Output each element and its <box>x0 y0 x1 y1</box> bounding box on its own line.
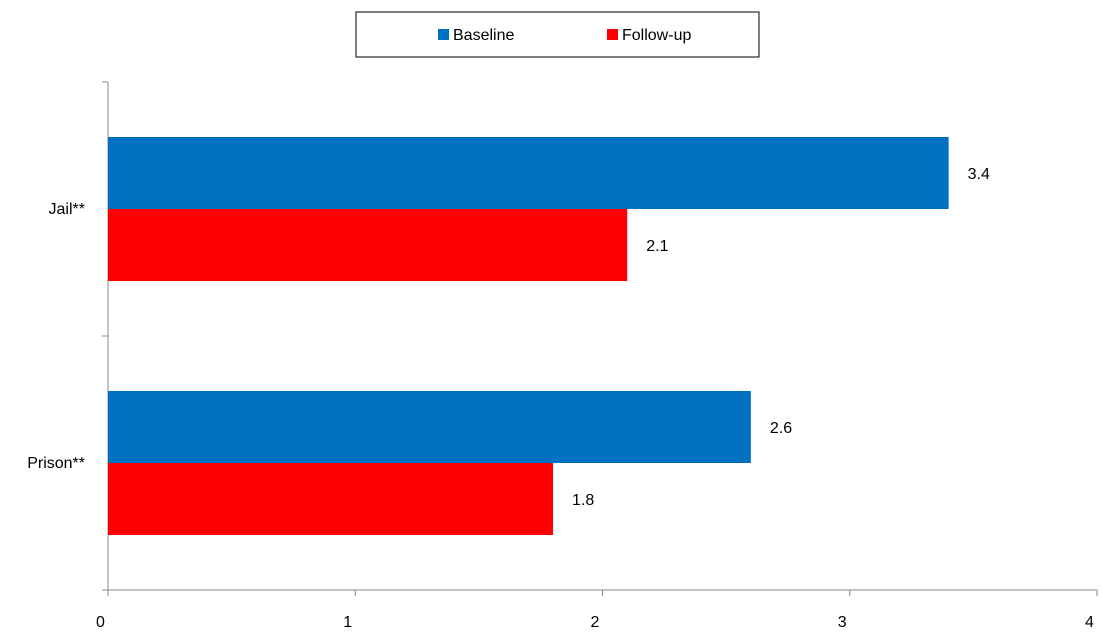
data-label: 2.6 <box>770 420 792 437</box>
axes: 0 1 2 3 4 Jail** Prison** <box>27 81 1098 631</box>
x-tick-label: 3 <box>838 614 847 631</box>
legend-label: Follow-up <box>622 27 691 44</box>
data-label: 3.4 <box>968 166 990 183</box>
data-label: 1.8 <box>572 492 594 509</box>
bar-baseline <box>108 391 751 463</box>
x-tick-label: 2 <box>591 614 600 631</box>
data-labels: 3.4 2.1 2.6 1.8 <box>572 166 990 509</box>
category-label: Jail** <box>49 201 85 218</box>
bar-baseline <box>108 137 949 209</box>
x-tick-label: 0 <box>96 614 105 631</box>
legend-label: Baseline <box>453 27 514 44</box>
legend-box <box>355 11 760 58</box>
category-label: Prison** <box>27 455 85 472</box>
bar-follow-up <box>108 209 628 281</box>
data-label: 2.1 <box>646 238 668 255</box>
legend: Baseline Follow-up <box>355 11 760 58</box>
x-tick-label: 4 <box>1085 614 1094 631</box>
x-tick-label: 1 <box>343 614 352 631</box>
legend-swatch <box>607 29 618 40</box>
bars <box>108 137 949 535</box>
bar-follow-up <box>108 463 554 535</box>
legend-swatch <box>438 29 449 40</box>
